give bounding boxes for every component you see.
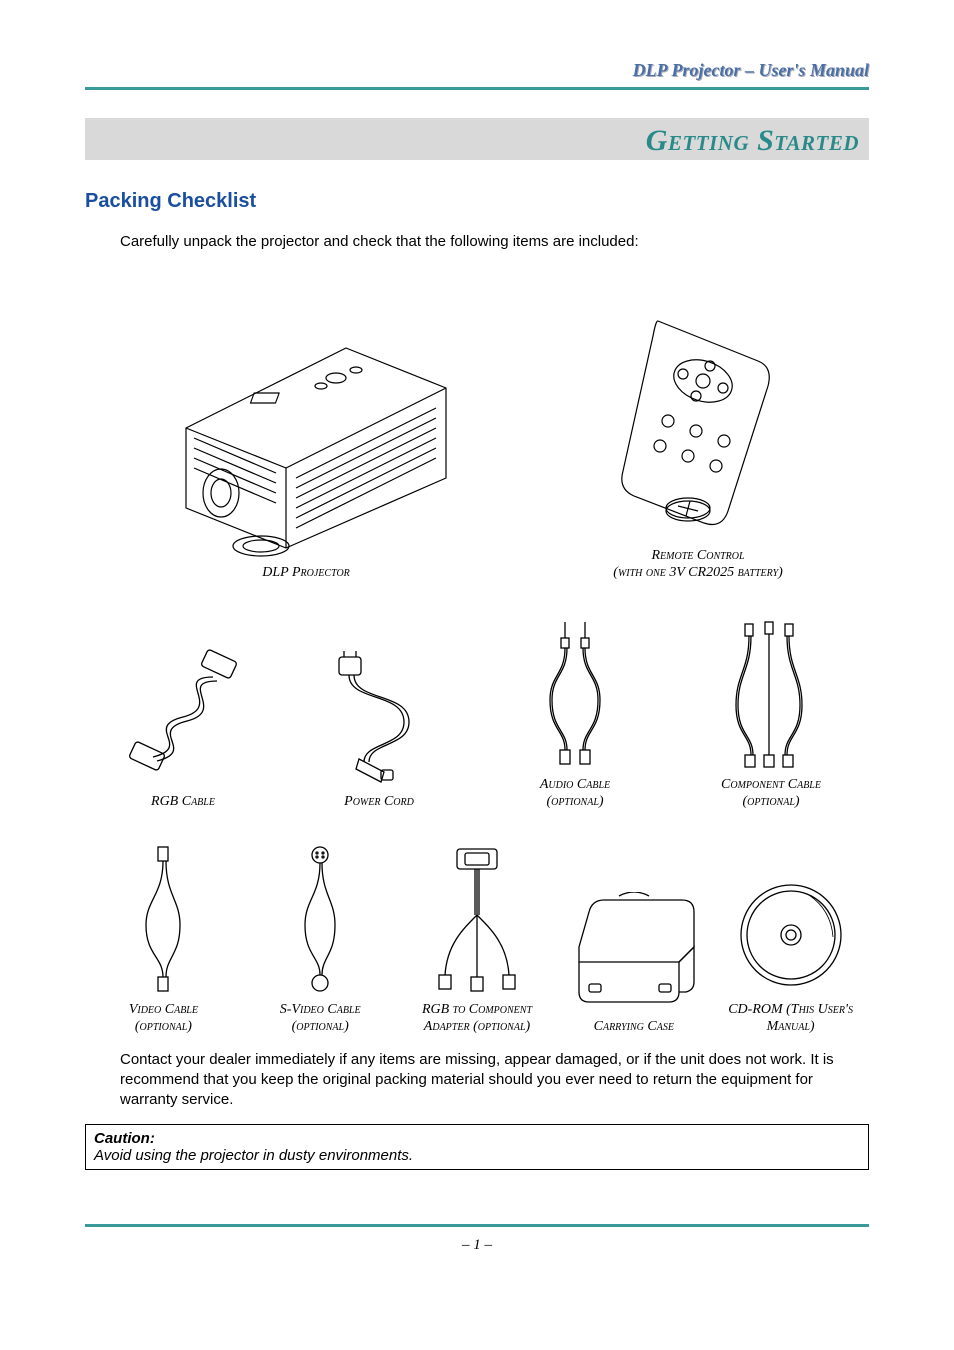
items-row-1: DLP Projector	[85, 274, 869, 586]
dealer-note: Contact your dealer immediately if any i…	[120, 1050, 869, 1111]
item-caption: Remote Control (with one 3V CR2025 batte…	[531, 547, 865, 582]
footer-rule	[85, 1224, 869, 1227]
item-carrying-case: Carrying Case	[555, 888, 712, 1040]
item-svideo-cable: S-Video Cable (optional)	[242, 841, 399, 1040]
case-illustration	[559, 892, 708, 1012]
section-intro: Carefully unpack the projector and check…	[120, 233, 869, 250]
page-number: – 1 –	[85, 1237, 869, 1254]
chapter-title: Getting Started	[646, 124, 859, 157]
caption-label: Video Cable	[129, 1002, 198, 1017]
caption-sub: (optional)	[473, 1019, 530, 1034]
caution-box: Caution: Avoid using the projector in du…	[85, 1124, 869, 1170]
caption-label: S-Video Cable	[280, 1002, 361, 1017]
audio-cable-illustration	[481, 620, 669, 770]
section-heading: Packing Checklist	[85, 190, 869, 213]
header-title: DLP Projector – User's Manual	[633, 60, 869, 80]
item-rgb-cable: RGB Cable	[85, 643, 281, 815]
svideo-cable-illustration	[246, 845, 395, 995]
caption-label: Component Cable	[721, 777, 821, 792]
rgb-cable-illustration	[89, 647, 277, 787]
item-audio-cable: Audio Cable (optional)	[477, 616, 673, 815]
chapter-bar: Getting Started	[85, 118, 869, 160]
caption-sub: (with one 3V CR2025 battery)	[613, 565, 783, 580]
caption-label: Audio Cable	[540, 777, 610, 792]
caption-label: Remote Control	[652, 548, 745, 563]
caption-label: Power Cord	[344, 794, 414, 809]
cdrom-illustration	[716, 875, 865, 995]
remote-illustration	[531, 311, 865, 541]
caption-label: CD-ROM (This User's Manual)	[728, 1002, 853, 1035]
projector-illustration	[89, 278, 523, 558]
caption-sub: (optional)	[742, 794, 799, 809]
item-projector: DLP Projector	[85, 274, 527, 586]
component-cable-illustration	[677, 620, 865, 770]
items-row-2: RGB Cable Power Cord	[85, 616, 869, 815]
power-cord-illustration	[285, 647, 473, 787]
caption-label: DLP Projector	[262, 565, 350, 580]
caution-title: Caution:	[94, 1130, 860, 1147]
caption-label: RGB Cable	[151, 794, 215, 809]
item-component-cable: Component Cable (optional)	[673, 616, 869, 815]
item-video-cable: Video Cable (optional)	[85, 841, 242, 1040]
page-header: DLP Projector – User's Manual	[85, 60, 869, 90]
adapter-illustration	[403, 845, 552, 995]
caption-sub: (optional)	[135, 1019, 192, 1034]
caution-body: Avoid using the projector in dusty envir…	[94, 1147, 860, 1164]
item-cdrom: CD-ROM (This User's Manual)	[712, 871, 869, 1040]
caption-sub: (optional)	[292, 1019, 349, 1034]
caption-sub: (optional)	[546, 794, 603, 809]
items-row-3: Video Cable (optional) S-Video Cable (op…	[85, 841, 869, 1040]
item-rgb-component-adapter: RGB to Component Adapter (optional)	[399, 841, 556, 1040]
video-cable-illustration	[89, 845, 238, 995]
caption-label: Carrying Case	[594, 1019, 674, 1034]
item-caption: DLP Projector	[89, 564, 523, 582]
item-power-cord: Power Cord	[281, 643, 477, 815]
item-remote: Remote Control (with one 3V CR2025 batte…	[527, 307, 869, 586]
